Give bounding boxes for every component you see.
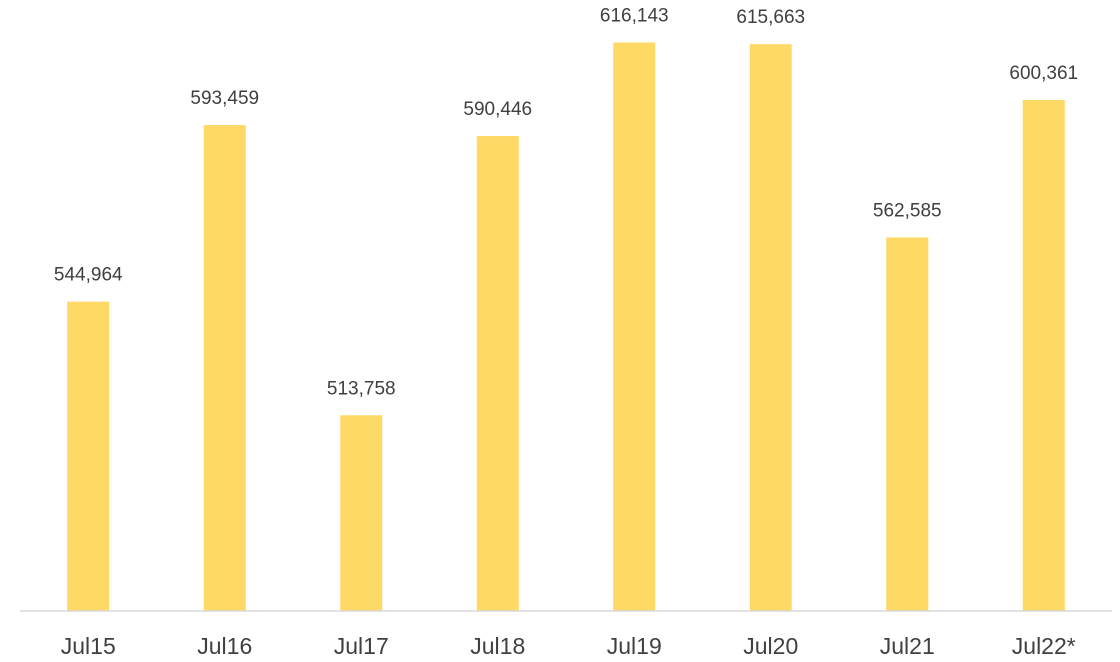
bar <box>886 237 929 611</box>
value-label: 562,585 <box>873 200 942 221</box>
value-label: 593,459 <box>190 88 259 109</box>
x-tick-label: Jul18 <box>470 633 525 659</box>
value-label: 615,663 <box>736 7 805 28</box>
bar <box>613 42 656 611</box>
value-label: 544,964 <box>54 265 123 286</box>
x-tick-label: Jul15 <box>61 633 116 659</box>
x-tick-label: Jul20 <box>743 633 798 659</box>
x-tick-label: Jul21 <box>880 633 935 659</box>
x-tick-label: Jul16 <box>197 633 252 659</box>
x-tick-label: Jul19 <box>607 633 662 659</box>
bar <box>203 125 246 611</box>
value-label: 590,446 <box>463 99 532 120</box>
x-tick-label: Jul22* <box>1012 633 1076 659</box>
x-tick-label: Jul17 <box>334 633 389 659</box>
value-label: 616,143 <box>600 5 669 26</box>
bar <box>749 44 792 611</box>
value-label: 513,758 <box>327 378 396 399</box>
bar <box>67 301 110 611</box>
bar <box>1022 99 1065 611</box>
value-label: 600,361 <box>1009 63 1078 84</box>
bar <box>340 415 383 611</box>
bar <box>476 136 519 612</box>
